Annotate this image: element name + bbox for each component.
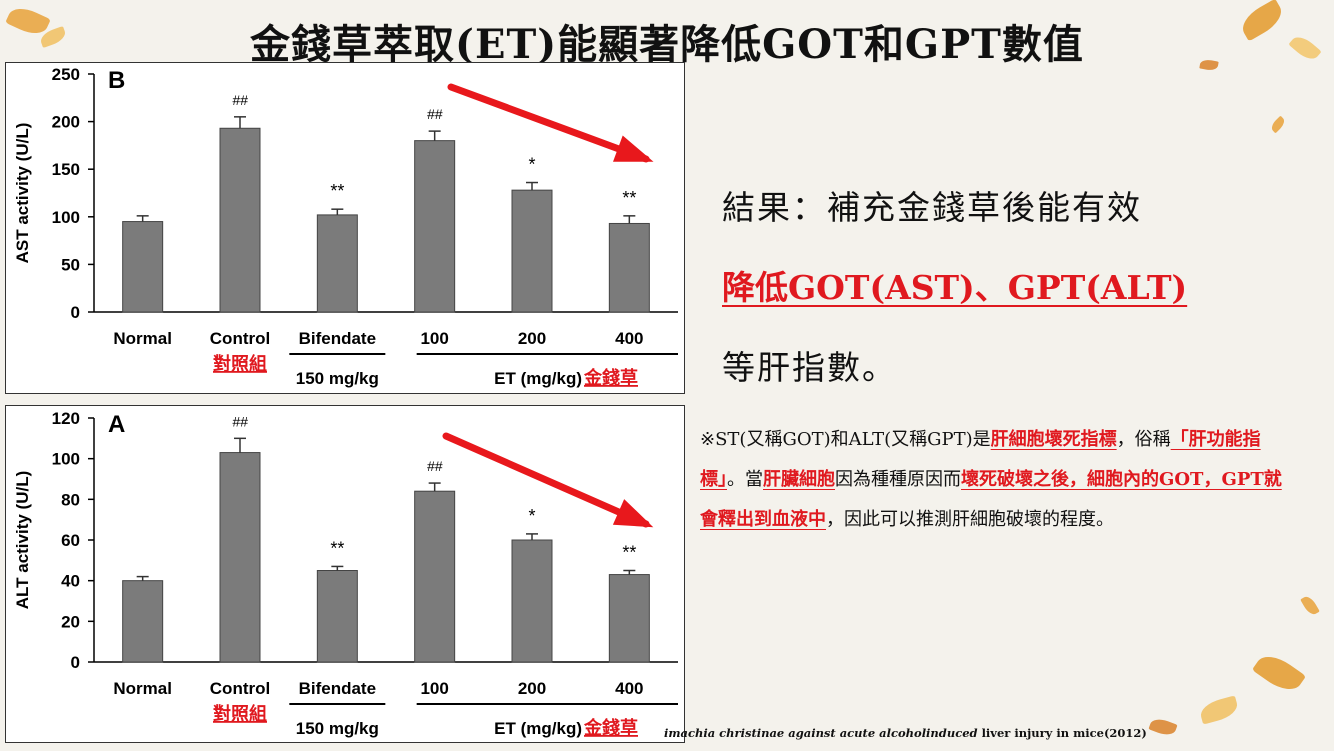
y-tick-label: 20	[61, 612, 80, 631]
et-chinese-label: 金錢草	[583, 367, 638, 389]
category-label: Control	[210, 679, 270, 698]
y-tick-label: 60	[61, 531, 80, 550]
bar	[608, 222, 650, 313]
bifendate-dose-label: 150 mg/kg	[296, 369, 379, 388]
leaf-decoration	[1300, 594, 1320, 617]
y-tick-label: 0	[71, 303, 80, 322]
results-line-1: 結果：補充金錢草後能有效	[722, 188, 1142, 227]
note-text: 因為種種原因而	[835, 469, 961, 490]
category-label: Control	[210, 329, 270, 348]
alt-bar-chart: 0 20 40 60 80 100 120 ALT activity (U/L) A Normal…	[13, 409, 678, 739]
category-label: Normal	[113, 679, 172, 698]
category-label: Normal	[113, 329, 172, 348]
bar	[511, 189, 553, 313]
significance-mark: *	[528, 506, 535, 526]
category-label: 400	[615, 329, 643, 348]
leaf-decoration	[1148, 715, 1178, 739]
significance-mark: *	[528, 155, 535, 175]
category-label: Bifendate	[299, 679, 376, 698]
control-chinese-label: 對照組	[213, 353, 267, 375]
y-tick-label: 50	[61, 255, 80, 274]
leaf-decoration	[1251, 648, 1307, 698]
et-dose-label: ET (mg/kg)	[494, 369, 582, 388]
alt-chart-panel: 0 20 40 60 80 100 120 ALT activity (U/L) A Normal…	[5, 405, 685, 743]
results-line-2-highlight: 降低GOT(AST)、GPT(ALT)	[722, 268, 1188, 307]
y-tick-label: 80	[61, 490, 80, 509]
control-chinese-label: 對照組	[213, 703, 267, 725]
citation-italic: imachia christinae against acute alcohol…	[664, 726, 978, 740]
trend-arrow-shaft	[447, 83, 650, 163]
category-label: 400	[615, 679, 643, 698]
bar	[414, 140, 456, 313]
note-highlight: 壞死破壞之後，細胞內的GOT，GPT就會釋出到血液中	[700, 469, 1282, 530]
citation-normal: liver injury in mice(2012)	[977, 726, 1147, 740]
bar	[316, 214, 358, 313]
et-dose-label: ET (mg/kg)	[494, 719, 582, 738]
page-title: 金錢草萃取(ET)能顯著降低GOT和GPT數值	[250, 21, 1084, 68]
note-highlight: 肝細胞壞死指標	[990, 429, 1117, 450]
y-tick-label: 0	[71, 653, 80, 672]
significance-mark: ##	[232, 92, 248, 108]
note-text: ，因此可以推測肝細胞破壞的程度。	[826, 509, 1114, 530]
bar	[511, 539, 553, 663]
bifendate-dose-label: 150 mg/kg	[296, 719, 379, 738]
bar	[122, 580, 164, 663]
note-text: 。當	[727, 469, 763, 490]
y-tick-label: 200	[52, 113, 80, 132]
y-axis-label: AST activity (U/L)	[13, 123, 32, 264]
bar	[316, 570, 358, 663]
explanation-note: ※ST(又稱GOT)和ALT(又稱GPT)是肝細胞壞死指標，俗稱「肝功能指標」。…	[700, 420, 1290, 540]
y-axis-label: ALT activity (U/L)	[13, 471, 32, 610]
category-label: 100	[420, 679, 448, 698]
note-highlight: 肝臟細胞	[763, 469, 835, 490]
y-tick-label: 150	[52, 160, 80, 179]
significance-mark: **	[622, 543, 636, 563]
significance-mark: **	[330, 538, 344, 558]
category-label: 200	[518, 679, 546, 698]
citation: imachia christinae against acute alcohol…	[664, 726, 1147, 740]
results-text: 結果：補充金錢草後能有效 降低GOT(AST)、GPT(ALT) 等肝指數。	[722, 168, 1302, 408]
note-text: ，俗稱	[1116, 429, 1171, 450]
y-tick-label: 40	[61, 572, 80, 591]
y-tick-label: 120	[52, 409, 80, 428]
y-tick-label: 100	[52, 208, 80, 227]
note-highlight: 「肝功能指標」	[700, 429, 1261, 490]
trend-arrow-head	[613, 135, 654, 162]
results-line-3: 等肝指數。	[722, 348, 897, 387]
leaf-decoration	[1269, 115, 1287, 134]
panel-label: A	[108, 411, 125, 438]
note-text: ※ST(又稱GOT)和ALT(又稱GPT)是	[700, 429, 991, 450]
y-tick-label: 100	[52, 450, 80, 469]
y-tick-label: 250	[52, 65, 80, 84]
category-label: 200	[518, 329, 546, 348]
category-label: 100	[420, 329, 448, 348]
bar	[414, 490, 456, 663]
trend-arrow-shaft	[442, 432, 650, 528]
bar	[219, 127, 261, 313]
significance-mark: **	[622, 188, 636, 208]
bar	[219, 452, 261, 663]
significance-mark: ##	[427, 106, 443, 122]
et-chinese-label: 金錢草	[583, 717, 638, 739]
significance-mark: ##	[232, 413, 248, 429]
category-label: Bifendate	[299, 329, 376, 348]
ast-chart-panel: 0 50 100 150 200 250 AST activity (U/L) B Normal…	[5, 62, 685, 394]
ast-bar-chart: 0 50 100 150 200 250 AST activity (U/L) B Normal…	[13, 65, 678, 389]
trend-arrow-head	[612, 499, 654, 528]
significance-mark: **	[330, 181, 344, 201]
bar	[122, 221, 164, 313]
panel-label: B	[108, 67, 125, 94]
leaf-decoration	[1198, 695, 1240, 725]
significance-mark: ##	[427, 458, 443, 474]
bar	[608, 574, 650, 663]
